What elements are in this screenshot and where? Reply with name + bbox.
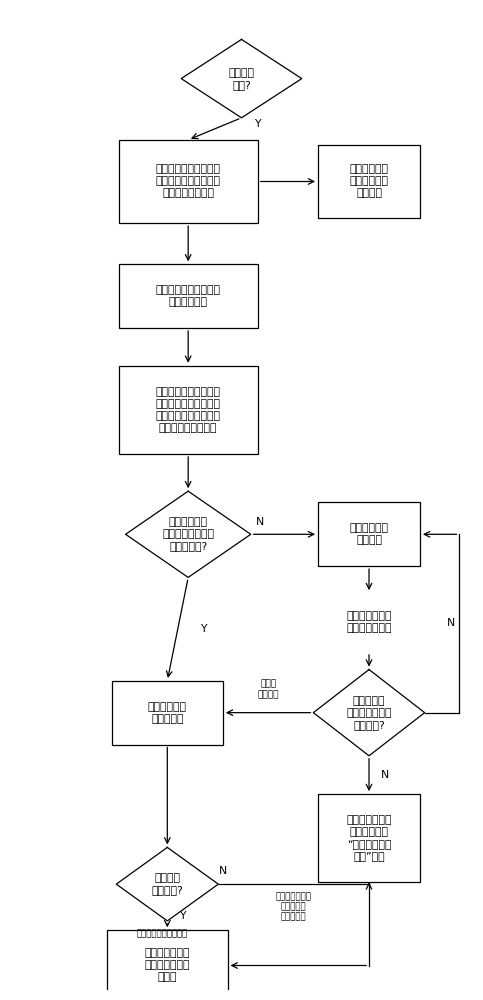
- Polygon shape: [313, 670, 425, 756]
- Text: 车门打开到位、
站台门就地操作: 车门打开到位、 站台门就地操作: [346, 611, 392, 634]
- Text: 旅客车厢车门
及对应站台门
分别开门: 旅客车厢车门 及对应站台门 分别开门: [350, 164, 388, 198]
- Text: （收到工作结束状态）: （收到工作结束状态）: [137, 929, 188, 938]
- Text: N: N: [447, 618, 455, 628]
- Text: 车辆、站台门分别向信
号系统发送行李车厢每
个车门、站台门开门状
态（是否打开到位）: 车辆、站台门分别向信 号系统发送行李车厢每 个车门、站台门开门状 态（是否打开到…: [156, 387, 221, 433]
- Text: N: N: [256, 517, 264, 527]
- Polygon shape: [126, 491, 251, 577]
- FancyBboxPatch shape: [112, 681, 223, 745]
- Text: 行李系统
工作结束?: 行李系统 工作结束?: [152, 873, 183, 895]
- FancyBboxPatch shape: [119, 264, 258, 328]
- Text: 行李车厢车门及对应站
台门分别开门: 行李车厢车门及对应站 台门分别开门: [156, 285, 221, 307]
- Text: 站台门
打开到位: 站台门 打开到位: [257, 679, 279, 699]
- Text: Y: Y: [179, 911, 185, 921]
- Text: 相应的行李设
备开始工作: 相应的行李设 备开始工作: [148, 702, 187, 724]
- Text: 行李传送系统向
信号系统发送
“旁路行李传送
系统”状态: 行李传送系统向 信号系统发送 “旁路行李传送 系统”状态: [346, 815, 392, 861]
- FancyBboxPatch shape: [119, 366, 258, 454]
- Text: Y: Y: [200, 624, 206, 634]
- Text: 列车停稳
停准?: 列车停稳 停准?: [228, 68, 255, 90]
- Text: 站台门就地
操作后，站台门
打开到位?: 站台门就地 操作后，站台门 打开到位?: [346, 696, 392, 730]
- Text: 信号系统向车门
和站台门发出关
门命令: 信号系统向车门 和站台门发出关 门命令: [144, 948, 190, 982]
- Text: 信号系统向车辆（旅客
车厢和行李车厢）、站
台门发送开门命令: 信号系统向车辆（旅客 车厢和行李车厢）、站 台门发送开门命令: [156, 164, 221, 198]
- FancyBboxPatch shape: [119, 140, 258, 223]
- Text: 行李车厢单个
车门及对应站台门
均打开到位?: 行李车厢单个 车门及对应站台门 均打开到位?: [162, 517, 214, 551]
- Text: Y: Y: [254, 119, 260, 129]
- FancyBboxPatch shape: [318, 145, 420, 218]
- Text: 相应的行李设
备不工作: 相应的行李设 备不工作: [350, 523, 388, 545]
- Text: （停站时间到，
未收到工作
结束状态）: （停站时间到， 未收到工作 结束状态）: [276, 892, 312, 922]
- Text: N: N: [219, 866, 227, 876]
- Polygon shape: [181, 39, 302, 118]
- Text: N: N: [381, 770, 389, 780]
- FancyBboxPatch shape: [318, 794, 420, 882]
- FancyBboxPatch shape: [107, 930, 227, 1000]
- FancyBboxPatch shape: [318, 502, 420, 566]
- Polygon shape: [116, 847, 218, 921]
